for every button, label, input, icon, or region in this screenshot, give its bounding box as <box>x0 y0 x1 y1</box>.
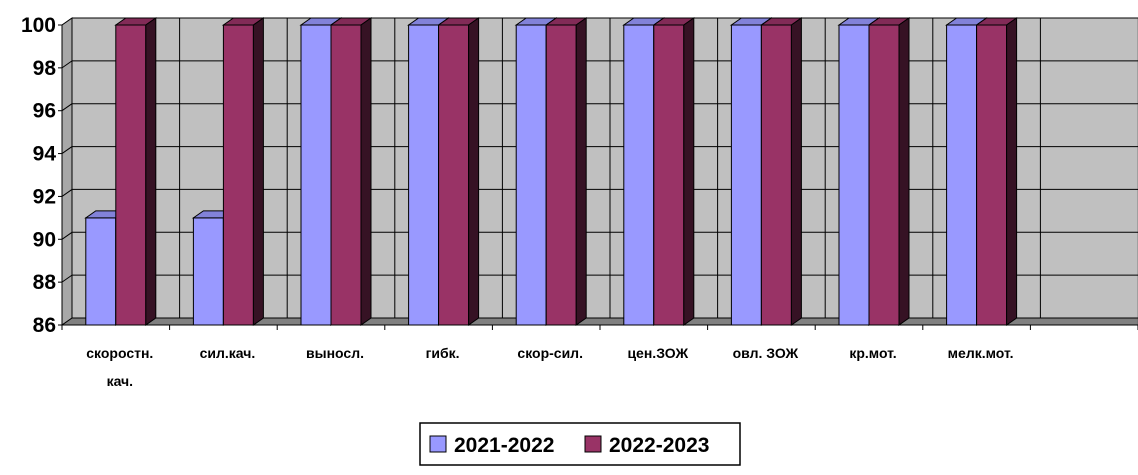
gridline-depth <box>61 103 73 112</box>
y-tick-label: 90 <box>33 228 56 251</box>
bar-side <box>360 17 372 326</box>
x-tick-label: кр.мот. <box>849 345 896 361</box>
bar-side <box>1006 17 1018 326</box>
bar-front <box>408 24 440 326</box>
gridline-depth <box>61 146 73 154</box>
x-tick-label: гибк. <box>426 345 460 361</box>
bar-front <box>623 24 655 326</box>
gridline-depth <box>61 231 73 240</box>
bar-2022-2023-3 <box>437 17 481 326</box>
bar-side <box>683 17 695 326</box>
gridline-depth <box>61 17 73 26</box>
bar-front <box>222 24 254 326</box>
y-tick-label: 86 <box>33 314 56 337</box>
gridline-depth <box>61 189 73 197</box>
y-axis-tick-labels: 86 88 90 92 94 96 98 100 <box>21 14 56 337</box>
x-tick-label: выносл. <box>306 345 364 361</box>
gridline-depth <box>61 60 73 69</box>
bar-2022-2023-4 <box>544 17 588 326</box>
bar-front <box>438 24 470 326</box>
bar-front <box>730 24 762 326</box>
x-tick-label: овл. ЗОЖ <box>733 345 799 361</box>
legend: 2021-2022 2022-2023 <box>419 422 741 466</box>
x-tick-label: мелк.мот. <box>948 345 1014 361</box>
bar-front <box>838 24 870 326</box>
bar-2022-2023-1 <box>221 17 265 326</box>
legend-swatch <box>584 435 602 453</box>
x-tick-label: скоростн. <box>86 345 153 361</box>
x-tick-label: цен.ЗОЖ <box>627 345 688 361</box>
bar-side <box>145 17 157 326</box>
bar-2022-2023-6 <box>759 17 803 326</box>
legend-label: 2021-2022 <box>454 434 554 457</box>
bar-front <box>653 24 685 326</box>
gridline-depth <box>61 274 73 283</box>
bar-side <box>252 17 264 326</box>
bar-side <box>468 17 480 326</box>
x-tick-label: сил.кач. <box>200 345 256 361</box>
bar-front <box>868 24 900 326</box>
bar-2022-2023-0 <box>114 17 158 326</box>
x-tick-label: кач. <box>107 373 133 389</box>
bar-2022-2023-5 <box>652 17 696 326</box>
legend-label: 2022-2023 <box>609 434 709 457</box>
y-tick-label: 88 <box>33 271 57 294</box>
bar-front <box>330 24 362 326</box>
legend-box <box>419 422 741 466</box>
bar-2022-2023-7 <box>867 17 911 326</box>
y-tick-label: 98 <box>33 57 57 80</box>
bars-group <box>84 17 1019 326</box>
x-tick-label: скор-сил. <box>517 345 583 361</box>
bar-front <box>545 24 577 326</box>
bar-front <box>192 217 224 326</box>
y-tick-label: 94 <box>33 143 57 166</box>
axes-group <box>58 24 1138 330</box>
y-tick-label: 92 <box>33 185 56 208</box>
bar-side <box>898 17 910 326</box>
x-axis-tick-labels: скоростн. кач. сил.кач. выносл. гибк. скор-си… <box>86 345 1013 389</box>
bar-front <box>115 24 147 326</box>
bar-front <box>85 217 117 326</box>
bar-front <box>976 24 1008 326</box>
legend-swatch <box>429 435 447 453</box>
bar-front <box>300 24 332 326</box>
y-tick-label: 96 <box>33 100 56 123</box>
bar-front <box>515 24 547 326</box>
bar-front <box>760 24 792 326</box>
bar-2022-2023-2 <box>329 17 373 326</box>
y-tick-label: 100 <box>21 14 56 37</box>
bar-side <box>575 17 587 326</box>
gridline-depth <box>61 317 73 326</box>
bar-side <box>790 17 802 326</box>
bar-2022-2023-8 <box>975 17 1019 326</box>
bar-front <box>946 24 978 326</box>
